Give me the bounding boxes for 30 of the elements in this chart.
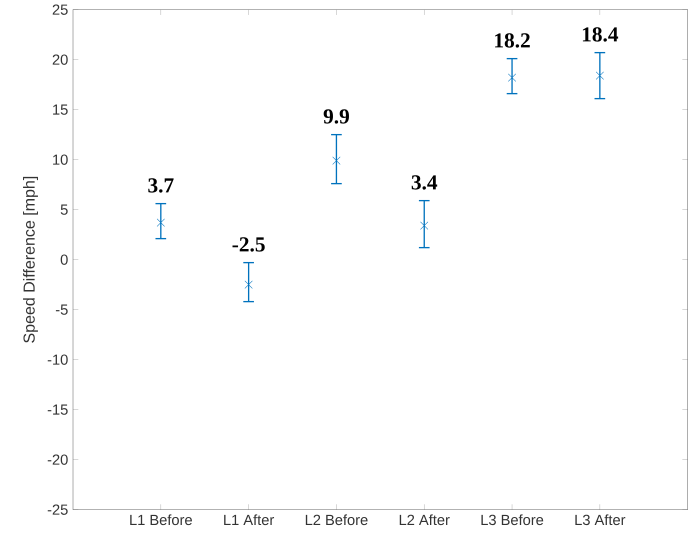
- data-label: 18.4: [582, 27, 618, 42]
- point: [420, 222, 428, 230]
- y-tick-label: -5: [56, 304, 68, 315]
- data-label: -2.5: [232, 237, 265, 252]
- x-tick-label: L1 After: [224, 514, 274, 526]
- point: [244, 280, 253, 289]
- point: [596, 72, 604, 80]
- x-tick-label: L2 Before: [306, 514, 368, 526]
- y-tick-label: 25: [52, 4, 68, 15]
- y-tick-label: -25: [48, 504, 68, 515]
- y-tick-label: 10: [53, 154, 68, 165]
- y-axis-title: Speed Difference [mph]: [23, 176, 38, 343]
- data-label: 9.9: [324, 109, 349, 124]
- point: [332, 156, 340, 165]
- y-tick-label: 5: [60, 204, 68, 215]
- x-tick-label: L3 Before: [481, 514, 544, 526]
- point: [156, 218, 165, 227]
- point: [508, 74, 516, 82]
- data-label: 18.2: [495, 33, 530, 48]
- x-tick-label: L3 After: [575, 514, 626, 526]
- y-tick-label: -15: [48, 404, 68, 415]
- x-tick-label: L1 Before: [130, 514, 192, 526]
- data-label: 3.4: [412, 175, 438, 190]
- y-tick-label: 15: [53, 104, 68, 115]
- y-tick-label: -20: [48, 454, 68, 465]
- y-tick-label: -10: [48, 354, 68, 365]
- data-label: 3.7: [148, 178, 174, 193]
- x-tick-label: L2 After: [400, 514, 450, 526]
- y-tick-label: 20: [52, 54, 68, 65]
- y-tick-label: 0: [60, 254, 68, 265]
